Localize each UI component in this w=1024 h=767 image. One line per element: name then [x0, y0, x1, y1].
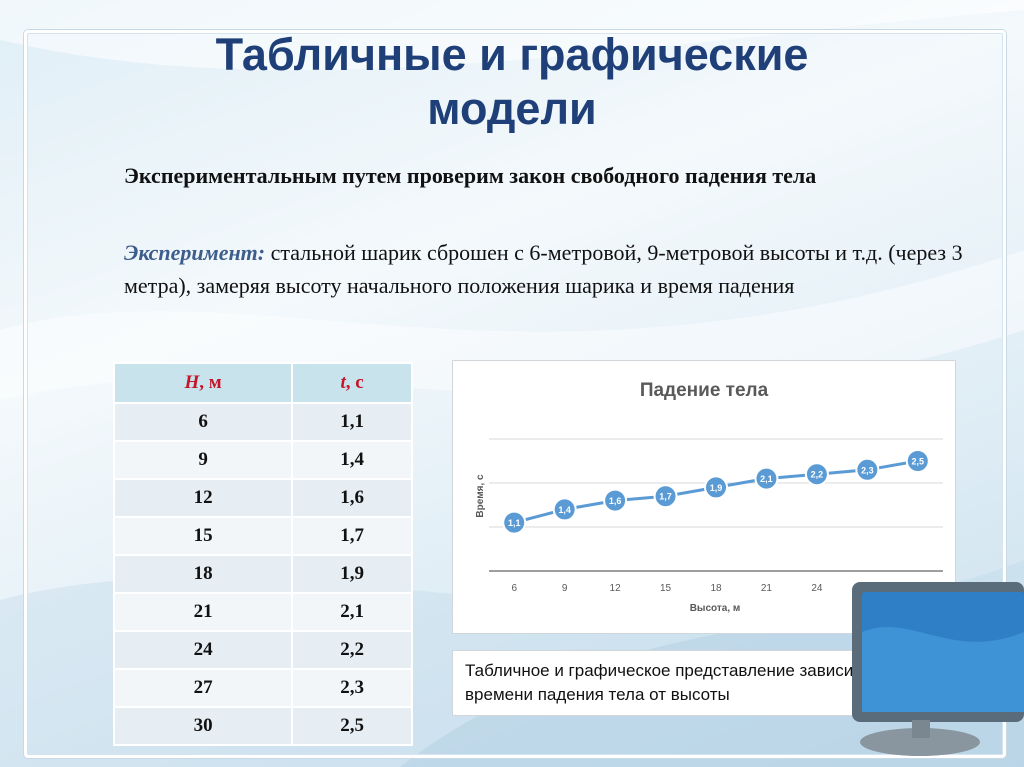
table-row: 6 1,1	[112, 402, 413, 442]
chart-x-tick-label: 6	[511, 583, 517, 594]
chart-data-label: 1,9	[710, 483, 723, 493]
experiment-text: стальной шарик сброшен с 6-метровой, 9-м…	[124, 240, 963, 298]
table-cell-time: 1,6	[291, 478, 413, 518]
chart-title: Падение тела	[640, 380, 769, 401]
table-cell-time: 1,9	[291, 554, 413, 594]
chart-data-label: 2,5	[912, 457, 925, 467]
header-unit-t: , с	[345, 372, 364, 393]
table-cell-time: 2,3	[291, 668, 413, 708]
chart-x-tick-label: 9	[562, 583, 568, 594]
table-cell-time: 1,1	[291, 402, 413, 442]
chart-point	[905, 449, 930, 473]
header-unit-h: , м	[199, 372, 222, 393]
table-row: 21 2,1	[112, 592, 413, 632]
table-cell-height: 9	[112, 440, 294, 480]
chart-y-axis-label: Время, с	[475, 474, 486, 518]
chart-x-tick-label: 18	[710, 583, 722, 594]
header-var-t: t	[340, 372, 346, 393]
slide-title: Табличные и графические модели	[0, 28, 1024, 136]
chart-x-tick-label: 24	[811, 583, 823, 594]
table-row: 24 2,2	[112, 630, 413, 670]
table-row: 30 2,5	[112, 706, 413, 746]
chart-data-label: 1,7	[659, 492, 672, 502]
chart-point	[502, 510, 527, 535]
table-row: 15 1,7	[112, 516, 413, 556]
slide-title-line1: Табличные и графические	[215, 29, 809, 80]
chart-point	[704, 475, 728, 500]
table-cell-time: 1,7	[291, 516, 413, 556]
table-header-time: t, с	[291, 362, 413, 404]
table-cell-height: 27	[112, 668, 294, 708]
intro-text: Экспериментальным путем проверим закон с…	[124, 163, 817, 188]
chart-data-label: 1,6	[609, 496, 622, 506]
table-cell-time: 2,5	[291, 706, 413, 746]
experiment-label: Эксперимент:	[124, 240, 266, 265]
chart-point	[552, 497, 577, 522]
table-cell-height: 21	[112, 592, 294, 632]
table-cell-height: 12	[112, 478, 294, 518]
experiment-paragraph: Эксперимент: стальной шарик сброшен с 6-…	[124, 236, 984, 302]
table-header-row: H, м t, с	[112, 362, 413, 404]
slide-title-line2: модели	[427, 83, 597, 134]
chart-data-label: 2,2	[811, 470, 824, 480]
monitor-icon	[852, 582, 1024, 756]
chart-point	[603, 488, 628, 513]
table-cell-height: 6	[112, 402, 294, 442]
table-cell-height: 18	[112, 554, 294, 594]
chart-data-label: 2,1	[760, 474, 773, 484]
table-cell-height: 30	[112, 706, 294, 746]
table-row: 18 1,9	[112, 554, 413, 594]
table-cell-height: 24	[112, 630, 294, 670]
fall-chart: Падение тела Время, с Высота, м 6 9 12 15 18…	[475, 380, 943, 614]
chart-data-label: 1,4	[558, 505, 571, 515]
chart-data-label: 1,1	[508, 518, 521, 528]
table-cell-time: 1,4	[291, 440, 413, 480]
table-row: 27 2,3	[112, 668, 413, 708]
chart-x-tick-label: 21	[761, 583, 773, 594]
table-cell-time: 2,1	[291, 592, 413, 632]
chart-point	[754, 466, 779, 491]
chart-point	[855, 457, 880, 482]
chart-x-tick-label: 15	[660, 583, 672, 594]
chart-data-label: 2,3	[861, 465, 874, 475]
slide-frame	[24, 30, 1006, 758]
header-var-h: H	[184, 372, 200, 393]
data-table: H, м t, с 6 1,1 9 1,4 12 1,6 15 1,7 18 1,9 21…	[112, 362, 413, 746]
table-row: 12 1,6	[112, 478, 413, 518]
chart-x-tick-label: 12	[610, 583, 622, 594]
table-header-height: H, м	[112, 362, 294, 404]
chart-point	[653, 484, 678, 509]
chart-point	[804, 462, 829, 487]
table-cell-time: 2,2	[291, 630, 413, 670]
table-cell-height: 15	[112, 516, 294, 556]
table-row: 9 1,4	[112, 440, 413, 480]
chart-x-axis-label: Высота, м	[690, 603, 741, 614]
